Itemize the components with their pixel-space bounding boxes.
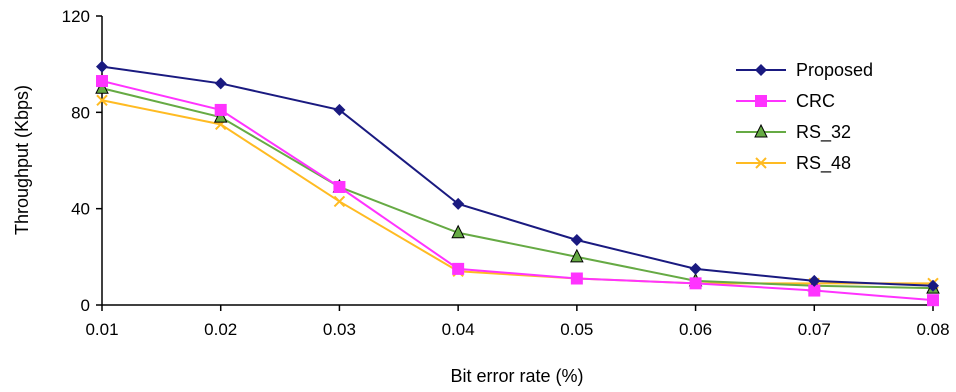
legend-item-crc: CRC [736,91,835,111]
series-line-rs-32 [101,87,934,290]
x-axis-title: Bit error rate (%) [450,366,583,386]
data-point-proposed [808,274,821,287]
series-proposed [96,60,939,292]
legend-item-rs-32: RS_32 [736,122,851,143]
series-line-rs-48 [101,99,933,285]
data-point-proposed [570,233,583,246]
data-point-crc [214,103,227,116]
x-axis-ticks: 0.01 0.02 0.03 0.04 0.05 0.06 0.07 0.08 [85,305,950,339]
legend-label: CRC [796,91,835,111]
legend: Proposed CRC RS_32 RS_48 [736,60,873,174]
legend-label: RS_48 [796,153,851,174]
legend-marker [754,123,768,138]
x-tick-label: 0.01 [85,320,118,339]
legend-marker [755,64,767,76]
legend-label: RS_32 [796,122,851,143]
data-point-crc [689,277,702,290]
series-crc [96,75,939,307]
x-marker-stroke [333,195,346,208]
data-point-crc [96,75,108,88]
x-marker-stroke [755,157,767,169]
data-point-crc [333,180,346,193]
data-point-crc [452,262,465,275]
legend-label: Proposed [796,60,873,80]
data-point-rs-32 [95,80,109,94]
series-layer [95,60,940,307]
y-axis-title: Throughput (Kbps) [12,85,32,235]
data-point-proposed [927,279,939,292]
x-tick-label: 0.08 [916,320,949,339]
data-point-rs-48 [96,94,108,106]
data-point-rs-32 [451,224,465,239]
x-tick-label: 0.05 [560,320,593,339]
data-point-crc [927,294,939,307]
data-point-rs-32 [570,248,584,263]
data-point-proposed [96,60,108,73]
data-point-proposed [333,103,346,116]
legend-item-proposed: Proposed [736,60,873,80]
x-tick-label: 0.06 [679,320,712,339]
data-point-proposed [452,197,465,210]
x-tick-label: 0.02 [204,320,237,339]
x-tick-label: 0.07 [798,320,831,339]
series-line-crc [101,80,934,302]
data-point-proposed [214,77,227,90]
x-marker-stroke [96,94,108,106]
x-tick-label: 0.03 [323,320,356,339]
data-point-crc [570,272,583,285]
x-tick-label: 0.04 [442,320,475,339]
data-point-rs-48 [333,195,346,208]
legend-item-rs-48: RS_48 [736,153,851,174]
data-point-proposed [689,262,702,275]
legend-marker [755,157,767,169]
y-axis-ticks: 0 40 80 120 [62,7,102,315]
y-tick-label: 80 [71,103,90,122]
y-tick-label: 40 [71,200,90,219]
data-point-rs-32 [213,109,228,123]
y-tick-label: 120 [62,7,90,26]
legend-marker [755,95,767,107]
series-line-proposed [101,65,934,287]
data-point-crc [808,284,821,297]
y-tick-label: 0 [81,296,90,315]
